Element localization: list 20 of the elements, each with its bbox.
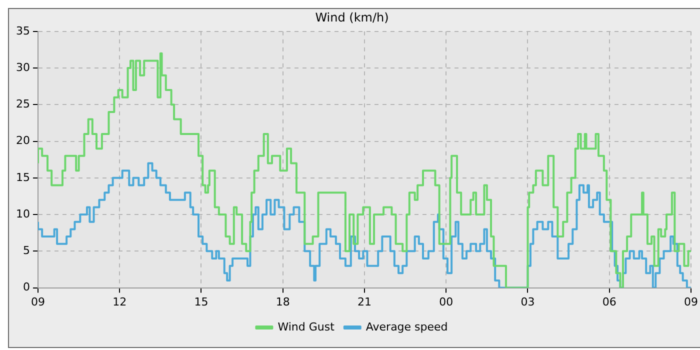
x-tick-label: 00 [439, 295, 454, 308]
y-tick-label: 5 [22, 244, 30, 258]
legend-label: Wind Gust [278, 320, 336, 334]
x-tick-label: 12 [112, 295, 127, 308]
y-tick-label: 25 [16, 98, 30, 111]
x-tick-label: 18 [276, 295, 290, 308]
y-tick-label: 20 [16, 134, 30, 148]
x-tick-label: 09 [684, 295, 698, 308]
y-tick-label: 15 [16, 170, 30, 184]
x-tick-label: 09 [30, 295, 45, 308]
x-tick-label: 03 [520, 295, 535, 308]
x-tick-label: 21 [358, 295, 372, 308]
y-tick-label: 30 [16, 60, 30, 74]
x-tick-label: 06 [602, 295, 616, 308]
y-tick-label: 0 [22, 280, 30, 294]
x-tick-label: 15 [194, 295, 208, 308]
y-tick-label: 10 [16, 207, 30, 220]
legend-label: Average speed [366, 320, 448, 334]
y-tick-label: 35 [16, 24, 30, 38]
chart-title: Wind (km/h) [315, 10, 389, 24]
